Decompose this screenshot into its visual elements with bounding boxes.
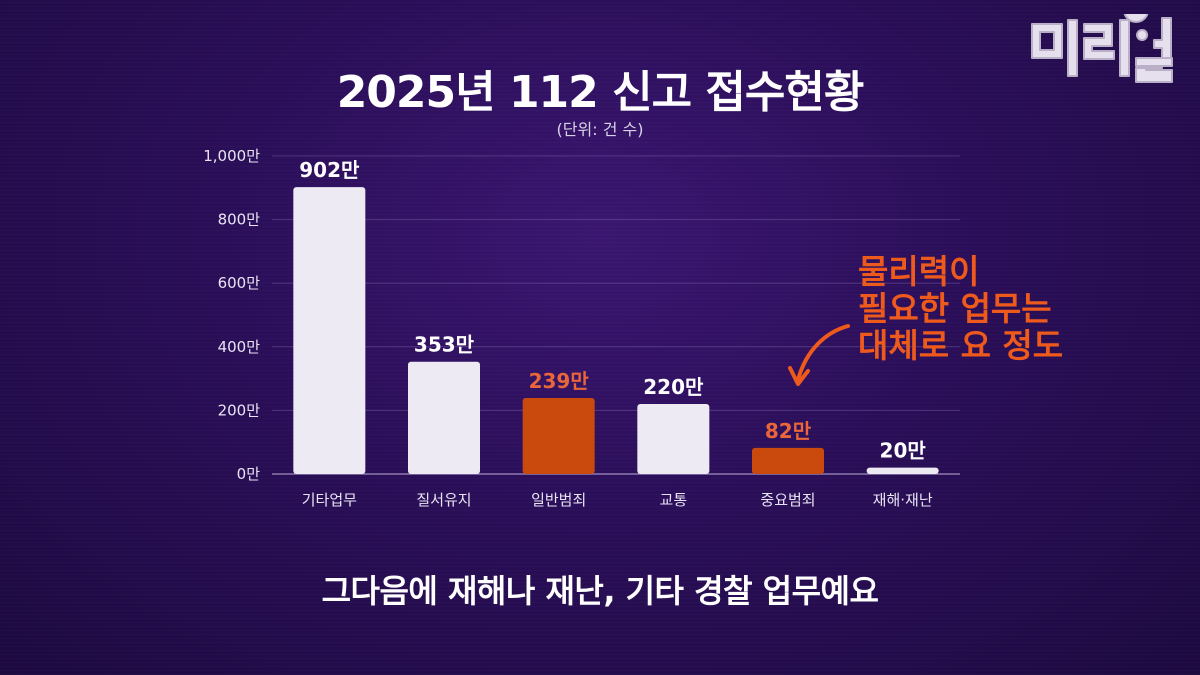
x-category-label: 질서유지 xyxy=(416,491,471,509)
video-subtitle: 그다음에 재해나 재난, 기타 경찰 업무예요 xyxy=(321,572,879,610)
value-labels: 902만 353만 239만 220만 82만 20만 xyxy=(299,158,926,462)
annotation-callout: 물리력이 필요한 업무는 대체로 요 정도 xyxy=(858,253,1108,364)
y-tick-label: 1,000만 xyxy=(203,147,260,165)
bar-value-label: 82만 xyxy=(765,419,812,443)
chart-grid xyxy=(272,155,960,475)
bar-value-label: 353만 xyxy=(414,333,475,357)
y-tick-label: 600만 xyxy=(218,274,261,292)
x-category-label: 일반범죄 xyxy=(531,491,586,509)
annotation-line: 물리력이 xyxy=(858,252,980,291)
y-tick-label: 800만 xyxy=(218,211,261,229)
y-axis: 0만 200만 400만 600만 800만 1,000만 xyxy=(203,147,260,483)
annotation-arrow-icon xyxy=(796,324,850,382)
bar-value-label: 220만 xyxy=(643,375,704,399)
x-category-label: 재해·재난 xyxy=(873,491,933,509)
unit-note: (단위: 건 수) xyxy=(556,120,644,139)
x-category-label: 중요범죄 xyxy=(760,491,815,509)
x-category-label: 기타업무 xyxy=(302,491,357,509)
bar xyxy=(637,404,710,474)
bar-value-label: 20만 xyxy=(880,439,927,463)
x-category-label: 교통 xyxy=(660,491,688,509)
bar-value-label: 239만 xyxy=(529,369,590,393)
bar-value-label: 902만 xyxy=(299,158,360,182)
annotation-line: 필요한 업무는 xyxy=(858,289,1052,328)
bar-series xyxy=(293,187,939,474)
channel-logo-icon xyxy=(1031,14,1173,83)
bar xyxy=(866,467,939,474)
annotation-line: 대체로 요 정도 xyxy=(858,326,1064,365)
y-tick-label: 400만 xyxy=(218,338,261,356)
bar xyxy=(408,361,480,474)
annotation-arrowhead-icon xyxy=(788,366,810,386)
x-axis: 기타업무 질서유지 일반범죄 교통 중요범죄 재해·재난 xyxy=(302,491,933,509)
bar xyxy=(522,397,595,474)
y-tick-label: 0만 xyxy=(237,465,261,483)
bar xyxy=(293,187,366,474)
y-tick-label: 200만 xyxy=(218,401,261,419)
chart-title: 2025년 112 신고 접수현황 xyxy=(336,67,865,118)
bar xyxy=(752,447,824,474)
